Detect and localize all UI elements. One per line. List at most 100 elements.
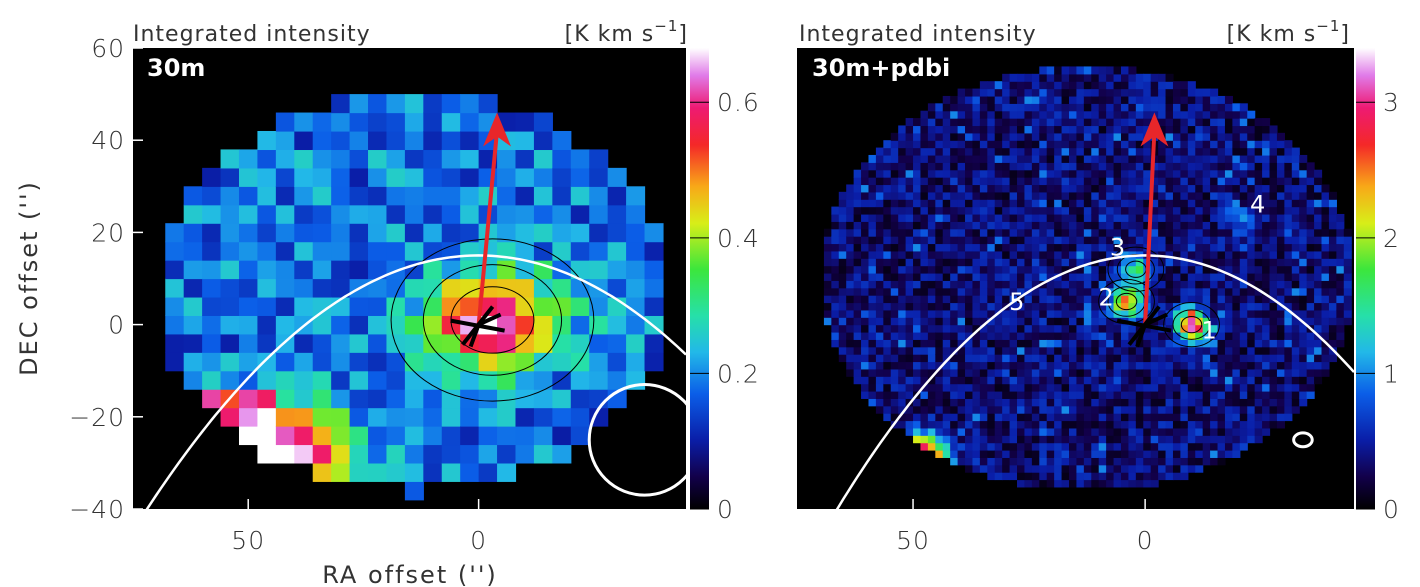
- map-pixel: [950, 302, 959, 311]
- map-pixel: [965, 295, 974, 304]
- map-pixel: [1076, 383, 1085, 392]
- map-pixel: [1083, 427, 1092, 436]
- map-pixel: [1076, 309, 1085, 318]
- map-pixel: [1128, 95, 1137, 104]
- map-pixel: [957, 368, 966, 377]
- map-pixel: [1224, 405, 1233, 414]
- map-pixel: [890, 162, 899, 171]
- map-pixel: [478, 444, 498, 464]
- map-pixel: [607, 167, 627, 187]
- map-pixel: [861, 383, 870, 392]
- map-pixel: [1113, 66, 1122, 75]
- map-pixel: [1083, 331, 1092, 340]
- map-pixel: [1232, 265, 1241, 274]
- map-pixel: [1054, 317, 1063, 326]
- map-pixel: [1321, 280, 1330, 289]
- map-pixel: [942, 95, 951, 104]
- map-pixel: [331, 112, 351, 132]
- map-pixel: [1299, 265, 1308, 274]
- map-pixel: [1054, 420, 1063, 429]
- map-pixel: [1321, 287, 1330, 296]
- map-pixel: [1276, 287, 1285, 296]
- map-pixel: [1299, 250, 1308, 259]
- map-pixel: [965, 427, 974, 436]
- map-pixel: [404, 426, 424, 446]
- map-pixel: [1069, 206, 1078, 215]
- map-pixel: [1202, 317, 1211, 326]
- map-pixel: [349, 186, 369, 206]
- map-pixel: [1262, 132, 1271, 141]
- map-pixel: [1106, 154, 1115, 163]
- map-pixel: [497, 462, 517, 482]
- map-pixel: [1195, 405, 1204, 414]
- map-pixel: [312, 130, 332, 151]
- map-pixel: [1009, 258, 1018, 267]
- map-pixel: [1106, 457, 1115, 466]
- star-marker-stroke: [1135, 323, 1148, 348]
- map-pixel: [1098, 169, 1107, 178]
- map-pixel: [349, 426, 369, 446]
- map-pixel: [905, 309, 914, 318]
- map-pixel: [979, 140, 988, 149]
- map-pixel: [1061, 147, 1070, 156]
- map-pixel: [1210, 398, 1219, 407]
- map-pixel: [1232, 221, 1241, 230]
- map-pixel: [898, 405, 907, 414]
- map-pixel: [890, 405, 899, 414]
- map-pixel: [275, 352, 295, 372]
- map-pixel: [1024, 427, 1033, 436]
- map-pixel: [1061, 376, 1070, 385]
- map-pixel: [1306, 213, 1315, 222]
- map-pixel: [1180, 177, 1189, 186]
- map-pixel: [1254, 221, 1263, 230]
- map-pixel: [965, 280, 974, 289]
- map-pixel: [1106, 177, 1115, 186]
- map-pixel: [823, 272, 832, 281]
- map-pixel: [935, 449, 944, 458]
- map-pixel: [1009, 390, 1018, 399]
- map-pixel: [1180, 258, 1189, 267]
- map-pixel: [861, 177, 870, 186]
- map-pixel: [257, 352, 277, 372]
- map-pixel: [220, 223, 240, 243]
- map-pixel: [1232, 236, 1241, 245]
- map-pixel: [165, 315, 185, 335]
- map-pixel: [1091, 383, 1100, 392]
- map-pixel: [972, 324, 981, 333]
- map-pixel: [1128, 464, 1137, 473]
- right-axis-ticks: 50 0: [896, 499, 1153, 555]
- map-pixel: [1306, 361, 1315, 370]
- map-pixel: [1106, 405, 1115, 414]
- map-pixel: [1239, 140, 1248, 149]
- map-pixel: [1187, 147, 1196, 156]
- map-pixel: [441, 223, 461, 243]
- map-pixel: [1031, 295, 1040, 304]
- map-pixel: [1069, 472, 1078, 481]
- map-pixel: [1046, 243, 1055, 252]
- map-pixel: [1224, 346, 1233, 355]
- map-pixel: [965, 272, 974, 281]
- map-pixel: [1031, 81, 1040, 90]
- map-pixel: [183, 223, 203, 243]
- map-pixel: [1076, 228, 1085, 237]
- map-pixel: [1291, 317, 1300, 326]
- map-pixel: [1321, 250, 1330, 259]
- map-pixel: [987, 265, 996, 274]
- map-pixel: [275, 130, 295, 151]
- map-pixel: [957, 221, 966, 230]
- map-pixel: [1002, 103, 1011, 112]
- map-pixel: [404, 352, 424, 372]
- map-pixel: [1172, 390, 1182, 399]
- map-pixel: [1054, 405, 1063, 414]
- map-pixel: [1017, 250, 1026, 259]
- map-pixel: [1224, 339, 1233, 348]
- map-pixel: [920, 317, 929, 326]
- map-pixel: [1017, 73, 1026, 82]
- map-pixel: [238, 167, 259, 187]
- map-pixel: [950, 125, 959, 134]
- map-pixel: [1120, 250, 1130, 259]
- map-pixel: [368, 278, 388, 298]
- map-pixel: [868, 346, 877, 355]
- map-pixel: [950, 103, 959, 112]
